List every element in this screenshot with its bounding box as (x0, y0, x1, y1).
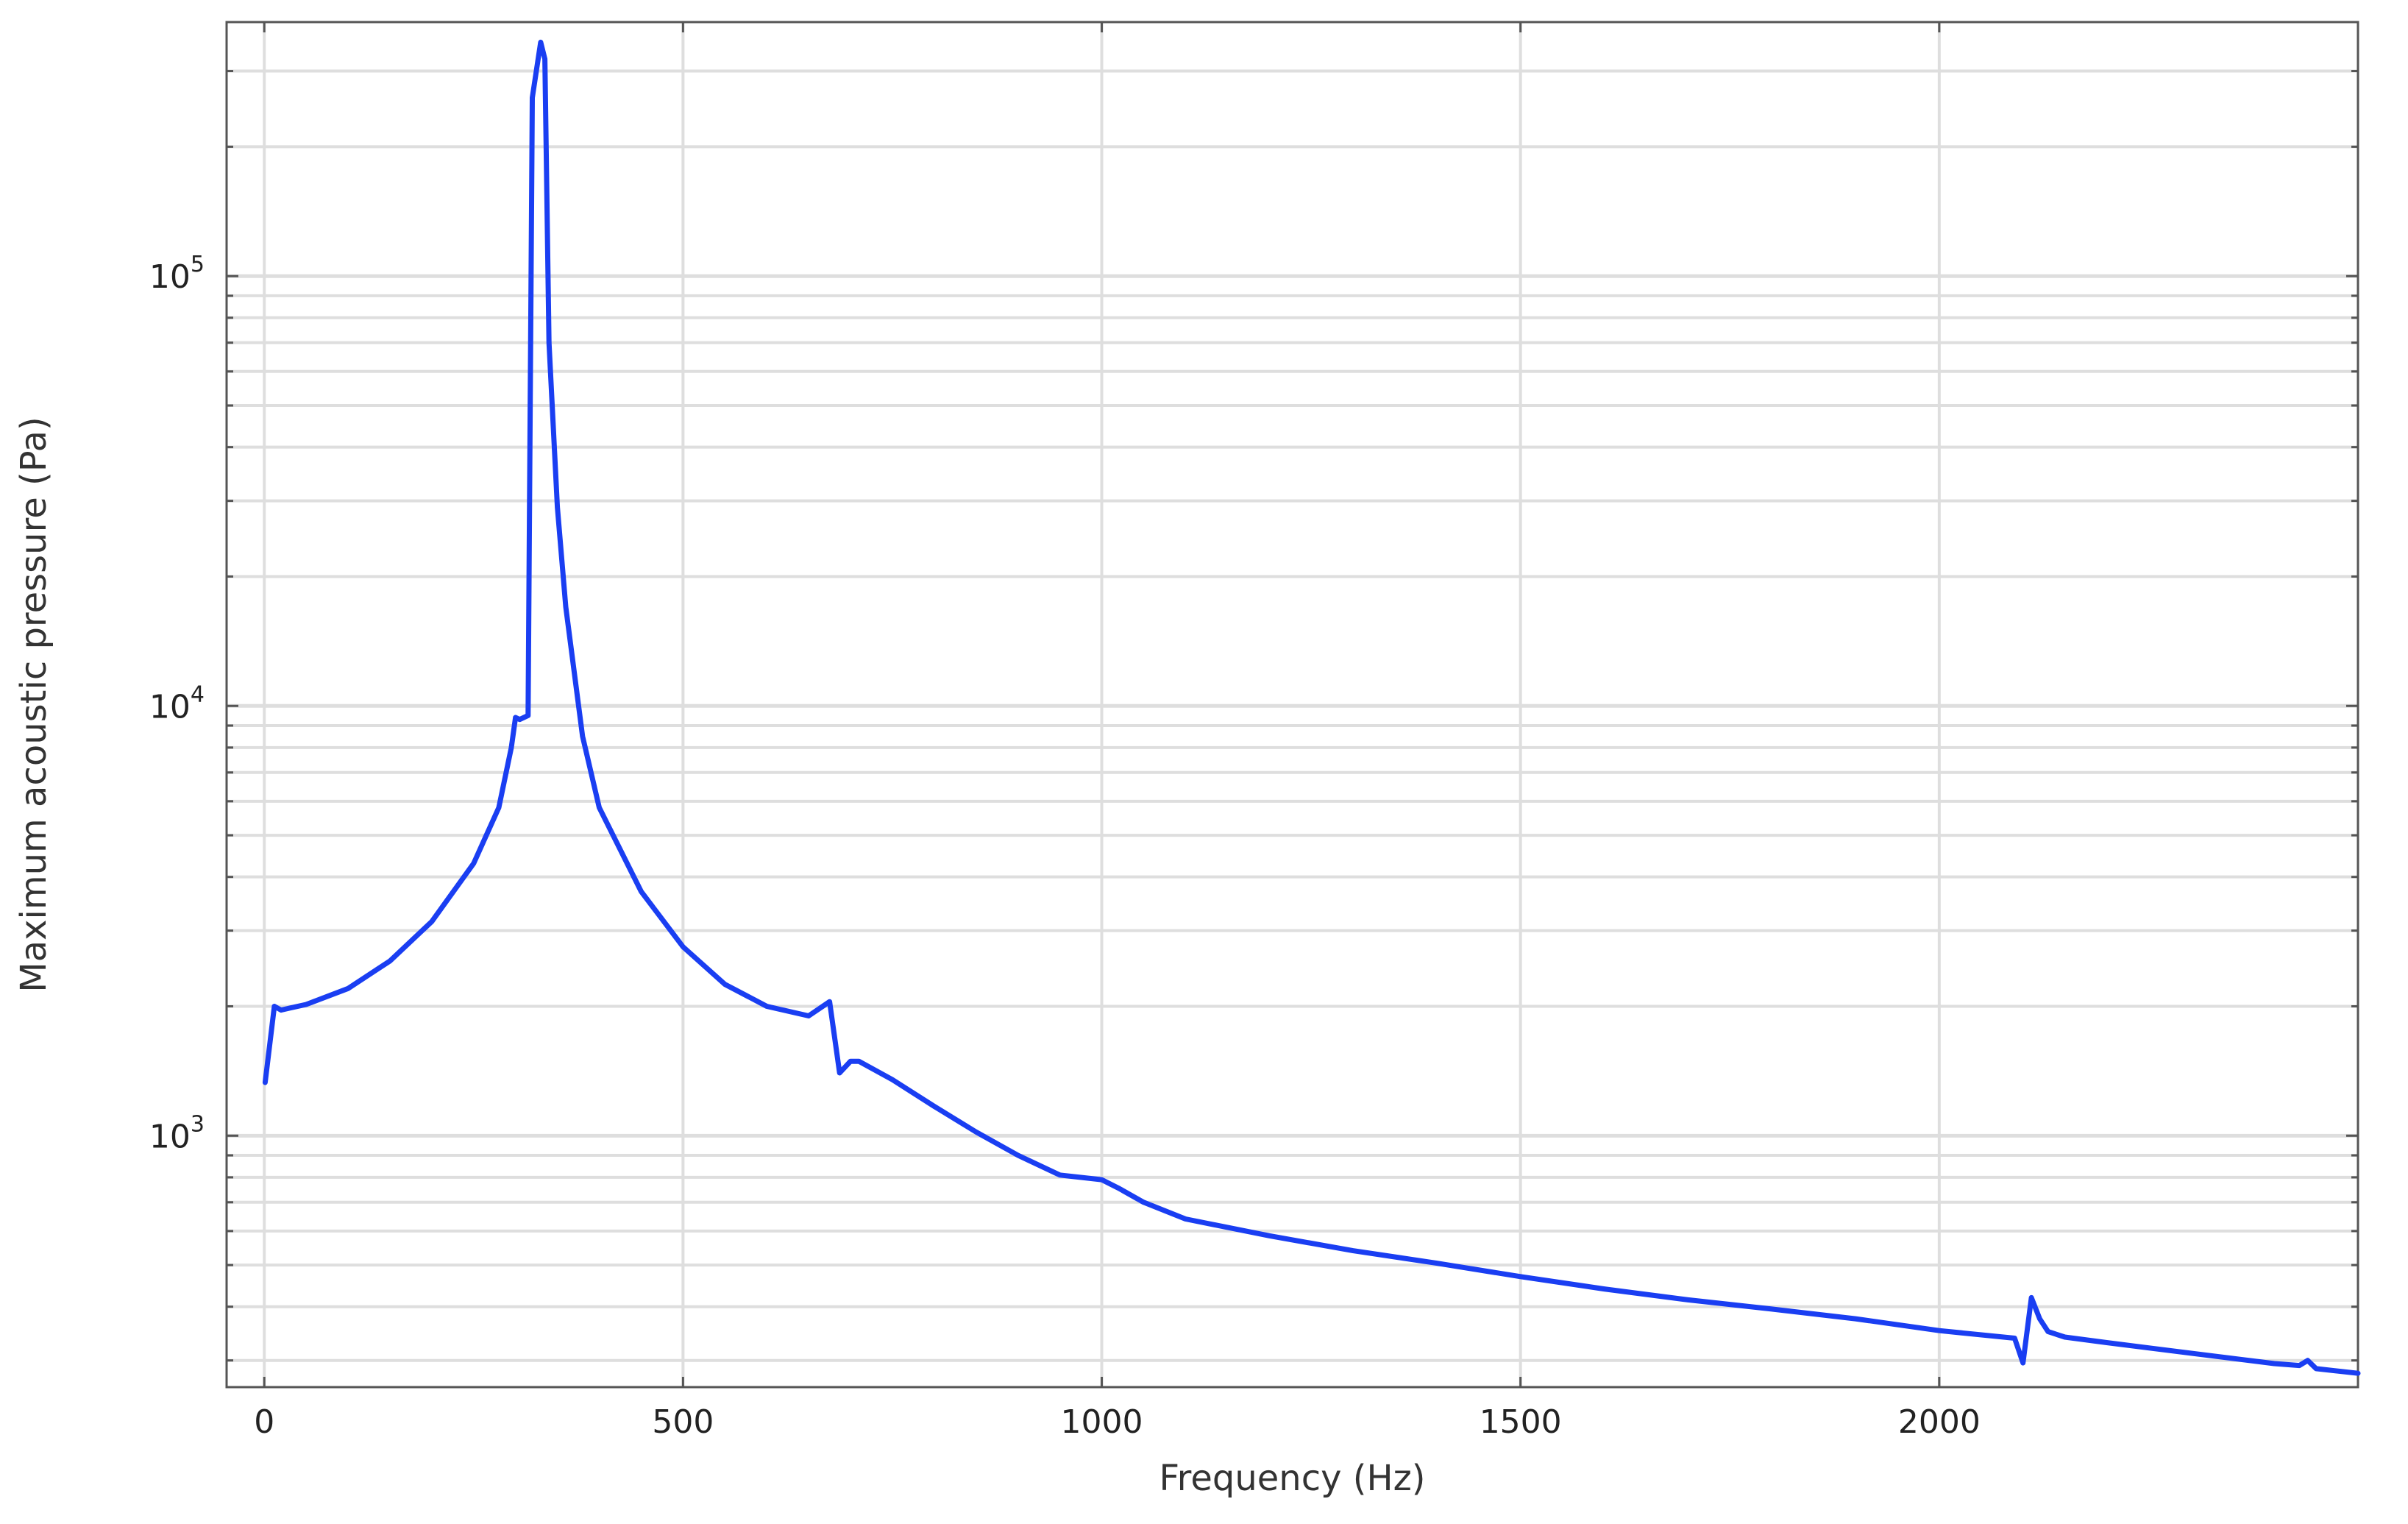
y-tick-label: 105 (149, 252, 205, 296)
y-tick-label: 103 (149, 1111, 205, 1155)
y-axis-title: Maximum acoustic pressure (Pa) (13, 417, 54, 992)
y-tick-label: 104 (149, 681, 205, 726)
series-layer (262, 39, 2361, 1376)
x-tick-label: 1000 (1061, 1403, 1143, 1441)
x-axis-title: Frequency (Hz) (1159, 1458, 1426, 1499)
x-tick-label: 500 (652, 1403, 714, 1441)
ticks-layer: 0 500 1000 1500 2000 103 104 105 (149, 22, 2358, 1441)
grid-layer (227, 22, 2358, 1387)
x-tick-label: 1500 (1480, 1403, 1562, 1441)
plot-frame (225, 21, 2359, 1389)
series-line (262, 39, 2361, 1376)
x-tick-label: 0 (254, 1403, 274, 1441)
x-tick-label: 2000 (1898, 1403, 1981, 1441)
